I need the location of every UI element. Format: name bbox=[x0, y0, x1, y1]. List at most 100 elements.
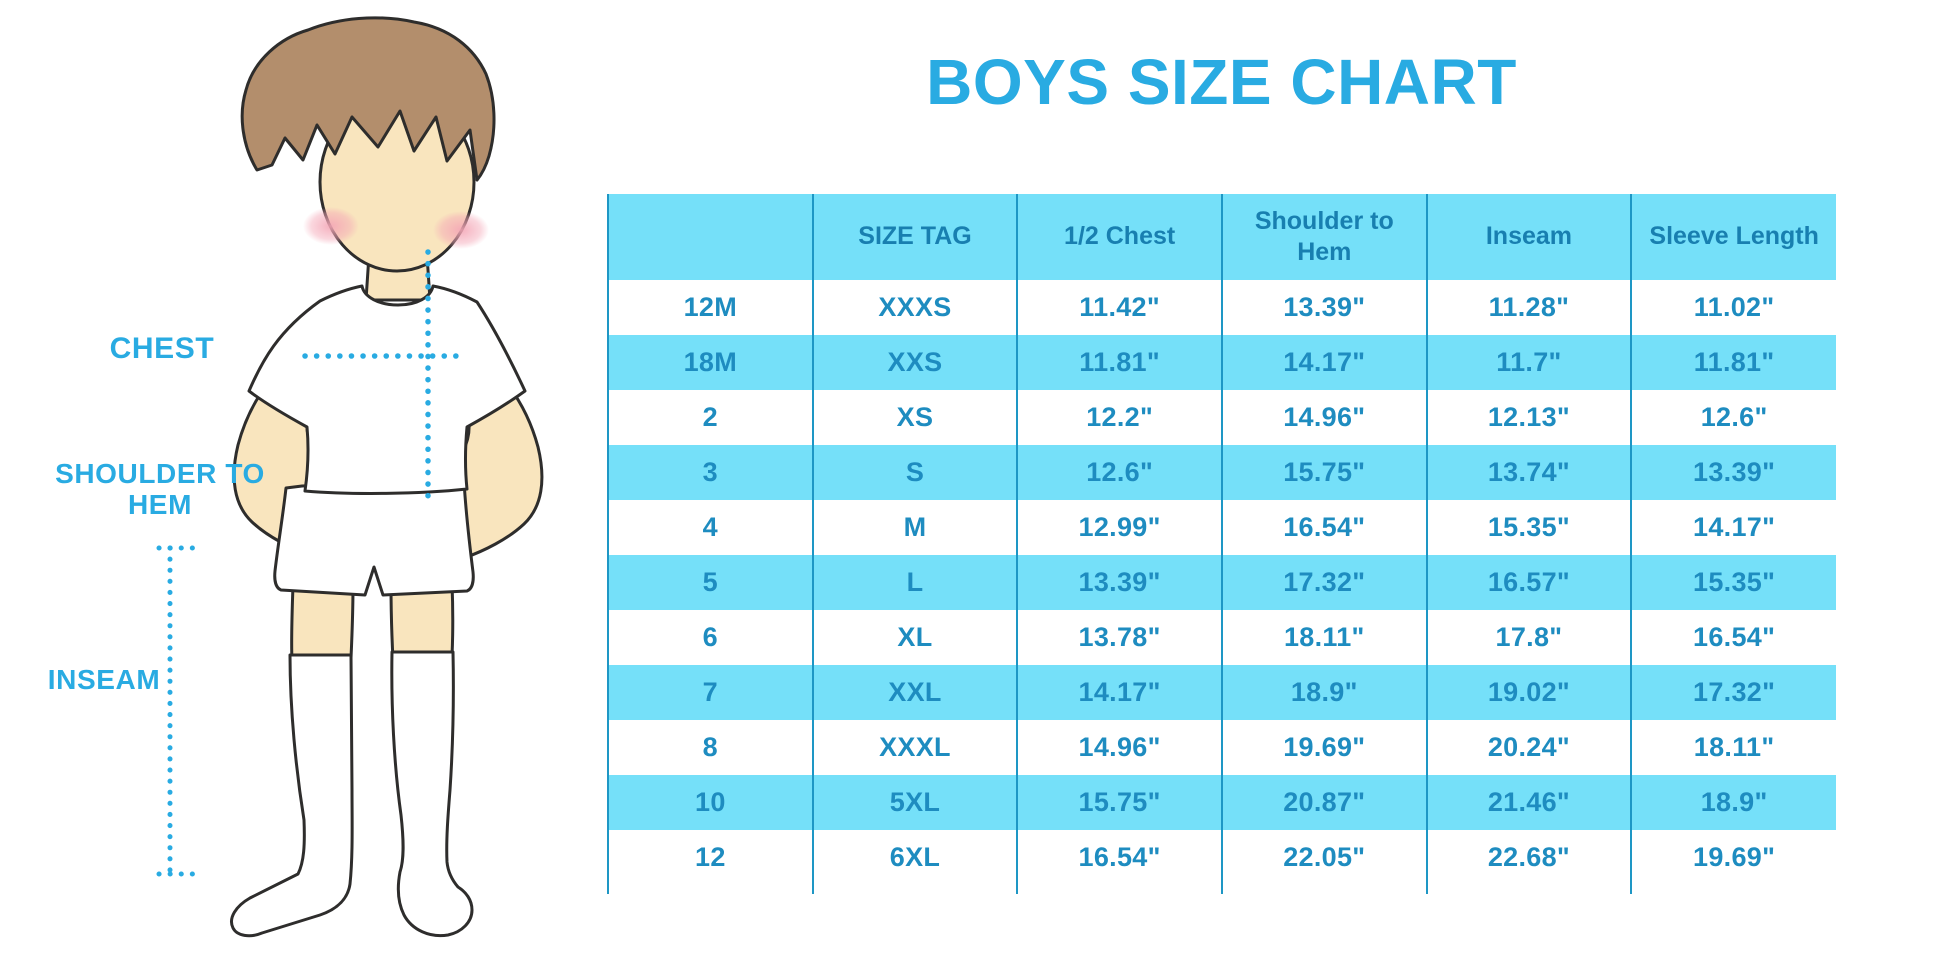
size-tag-cell: XXXL bbox=[811, 720, 1018, 775]
half-chest-cell: 11.81" bbox=[1016, 335, 1222, 390]
column-header-size-tag: SIZE TAG bbox=[811, 194, 1018, 280]
inseam-cell: 11.7" bbox=[1425, 335, 1632, 390]
size-tag-cell: XS bbox=[811, 390, 1018, 445]
header-row: SIZE TAG 1/2 Chest Shoulder to Hem Insea… bbox=[607, 194, 1836, 280]
shoulder-to-hem-cell: 17.32" bbox=[1220, 555, 1427, 610]
shoulder-to-hem-label: SHOULDER TO HEM bbox=[55, 458, 265, 520]
size-tag-cell: XXL bbox=[811, 665, 1018, 720]
size-tag-cell: XXXS bbox=[811, 280, 1018, 335]
table-row: 4 M 12.99" 16.54" 15.35" 14.17" bbox=[607, 500, 1836, 555]
inseam-cell: 21.46" bbox=[1425, 775, 1632, 830]
left-leg-shape bbox=[290, 583, 355, 662]
shirt-shape bbox=[247, 284, 527, 495]
size-cell: 2 bbox=[607, 390, 813, 445]
right-sock-shape bbox=[390, 650, 474, 938]
half-chest-cell: 13.39" bbox=[1016, 555, 1222, 610]
shoulder-to-hem-cell: 19.69" bbox=[1220, 720, 1427, 775]
inseam-cell: 15.35" bbox=[1425, 500, 1632, 555]
inseam-cell: 11.28" bbox=[1425, 280, 1632, 335]
table-row: 6 XL 13.78" 18.11" 17.8" 16.54" bbox=[607, 610, 1836, 665]
shoulder-to-hem-cell: 16.54" bbox=[1220, 500, 1427, 555]
size-tag-cell: XL bbox=[811, 610, 1018, 665]
inseam-cell: 22.68" bbox=[1425, 830, 1632, 885]
size-cell: 7 bbox=[607, 665, 813, 720]
sleeve-length-cell: 18.11" bbox=[1630, 720, 1836, 775]
table-row: 12 6XL 16.54" 22.05" 22.68" 19.69" bbox=[607, 830, 1836, 885]
page-title: BOYS SIZE CHART bbox=[926, 46, 1517, 118]
sleeve-length-cell: 17.32" bbox=[1630, 665, 1836, 720]
size-cell: 6 bbox=[607, 610, 813, 665]
sleeve-length-cell: 15.35" bbox=[1630, 555, 1836, 610]
size-cell: 4 bbox=[607, 500, 813, 555]
size-tag-cell: XXS bbox=[811, 335, 1018, 390]
column-header-half-chest: 1/2 Chest bbox=[1016, 194, 1222, 280]
size-tag-cell: S bbox=[811, 445, 1018, 500]
table-row: 7 XXL 14.17" 18.9" 19.02" 17.32" bbox=[607, 665, 1836, 720]
column-header-inseam: Inseam bbox=[1425, 194, 1632, 280]
size-tag-cell: M bbox=[811, 500, 1018, 555]
size-cell: 10 bbox=[607, 775, 813, 830]
blush-left bbox=[303, 207, 359, 245]
sleeve-length-cell: 11.02" bbox=[1630, 280, 1836, 335]
grid-line-tail-row bbox=[607, 885, 1836, 894]
table-row: 10 5XL 15.75" 20.87" 21.46" 18.9" bbox=[607, 775, 1836, 830]
inseam-cell: 20.24" bbox=[1425, 720, 1632, 775]
sleeve-length-cell: 11.81" bbox=[1630, 335, 1836, 390]
shoulder-to-hem-cell: 13.39" bbox=[1220, 280, 1427, 335]
half-chest-cell: 12.2" bbox=[1016, 390, 1222, 445]
sleeve-length-cell: 18.9" bbox=[1630, 775, 1836, 830]
table-row: 18M XXS 11.81" 14.17" 11.7" 11.81" bbox=[607, 335, 1836, 390]
half-chest-cell: 16.54" bbox=[1016, 830, 1222, 885]
inseam-cell: 16.57" bbox=[1425, 555, 1632, 610]
half-chest-cell: 12.99" bbox=[1016, 500, 1222, 555]
half-chest-cell: 14.17" bbox=[1016, 665, 1222, 720]
inseam-cell: 12.13" bbox=[1425, 390, 1632, 445]
sleeve-length-cell: 16.54" bbox=[1630, 610, 1836, 665]
size-cell: 3 bbox=[607, 445, 813, 500]
boy-illustration bbox=[156, 16, 544, 938]
shorts-shape bbox=[273, 479, 475, 597]
blush-right bbox=[433, 211, 489, 249]
table-row: 5 L 13.39" 17.32" 16.57" 15.35" bbox=[607, 555, 1836, 610]
sleeve-length-cell: 19.69" bbox=[1630, 830, 1836, 885]
size-cell: 8 bbox=[607, 720, 813, 775]
size-cell: 12M bbox=[607, 280, 813, 335]
size-tag-cell: L bbox=[811, 555, 1018, 610]
table-row: 8 XXXL 14.96" 19.69" 20.24" 18.11" bbox=[607, 720, 1836, 775]
half-chest-cell: 11.42" bbox=[1016, 280, 1222, 335]
half-chest-cell: 14.96" bbox=[1016, 720, 1222, 775]
shoulder-to-hem-cell: 22.05" bbox=[1220, 830, 1427, 885]
half-chest-cell: 13.78" bbox=[1016, 610, 1222, 665]
sleeve-length-cell: 13.39" bbox=[1630, 445, 1836, 500]
shoulder-to-hem-cell: 20.87" bbox=[1220, 775, 1427, 830]
shoulder-to-hem-cell: 18.9" bbox=[1220, 665, 1427, 720]
table-row: 3 S 12.6" 15.75" 13.74" 13.39" bbox=[607, 445, 1836, 500]
inseam-cell: 13.74" bbox=[1425, 445, 1632, 500]
shoulder-to-hem-cell: 15.75" bbox=[1220, 445, 1427, 500]
hair-shape bbox=[240, 16, 496, 182]
column-header-sleeve-length: Sleeve Length bbox=[1630, 194, 1836, 280]
size-cell: 12 bbox=[607, 830, 813, 885]
shoulder-to-hem-cell: 18.11" bbox=[1220, 610, 1427, 665]
size-table: SIZE TAG 1/2 Chest Shoulder to Hem Insea… bbox=[607, 194, 1836, 894]
table-row: 12M XXXS 11.42" 13.39" 11.28" 11.02" bbox=[607, 280, 1836, 335]
size-tag-cell: 5XL bbox=[811, 775, 1018, 830]
column-header-shoulder-to-hem: Shoulder to Hem bbox=[1220, 194, 1427, 280]
size-cell: 5 bbox=[607, 555, 813, 610]
half-chest-cell: 12.6" bbox=[1016, 445, 1222, 500]
shoulder-to-hem-cell: 14.17" bbox=[1220, 335, 1427, 390]
column-header-size bbox=[607, 194, 813, 280]
inseam-cell: 17.8" bbox=[1425, 610, 1632, 665]
size-cell: 18M bbox=[607, 335, 813, 390]
table-row: 2 XS 12.2" 14.96" 12.13" 12.6" bbox=[607, 390, 1836, 445]
inseam-cell: 19.02" bbox=[1425, 665, 1632, 720]
left-sock-shape bbox=[230, 653, 354, 938]
size-tag-cell: 6XL bbox=[811, 830, 1018, 885]
half-chest-cell: 15.75" bbox=[1016, 775, 1222, 830]
sleeve-length-cell: 12.6" bbox=[1630, 390, 1836, 445]
sleeve-length-cell: 14.17" bbox=[1630, 500, 1836, 555]
chest-label: CHEST bbox=[109, 332, 215, 365]
inseam-label: INSEAM bbox=[47, 664, 161, 695]
shoulder-to-hem-cell: 14.96" bbox=[1220, 390, 1427, 445]
